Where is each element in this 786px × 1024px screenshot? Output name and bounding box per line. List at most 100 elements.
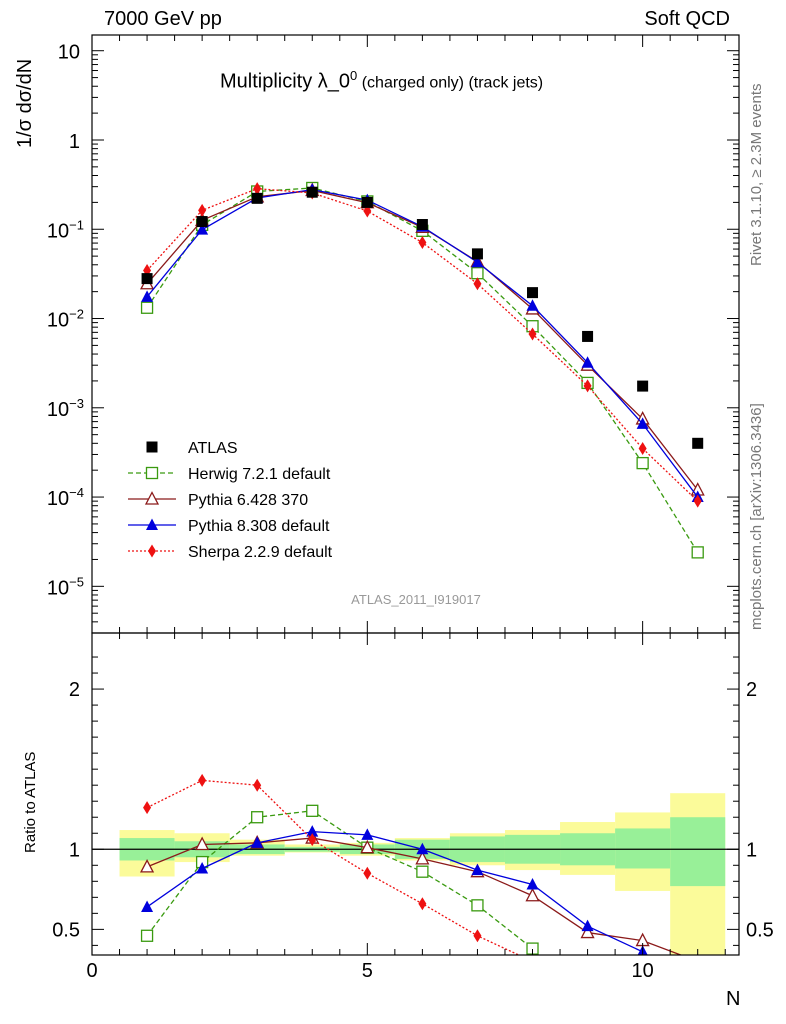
main-point-herwig-7-2-1-default — [471, 267, 484, 280]
legend-marker-pythia-8-308-default — [146, 518, 158, 530]
ratio-point-pythia-8-308-default — [196, 861, 209, 874]
ratio-point-pythia-8-308-default — [471, 863, 484, 876]
ratio-point-sherpa-2-2-9-default — [473, 929, 482, 943]
ratio-point-sherpa-2-2-9-default — [253, 778, 262, 792]
main-point-herwig-7-2-1-default — [140, 301, 154, 314]
main-point-pythia-8-308-default — [526, 299, 539, 311]
main-y-tick-label: 1 — [69, 131, 80, 153]
inner-band-bin — [670, 817, 726, 887]
ratio-point-sherpa-2-2-9-default — [532, 954, 533, 955]
ratio-y-axis-label: Ratio to ATLAS — [22, 751, 39, 853]
main-point-pythia-8-308-default — [141, 290, 154, 302]
main-y-tick-label: 10−3 — [47, 396, 84, 421]
ratio-y-tick-label: 1 — [69, 839, 80, 861]
legend-label-pythia-6-428-370: Pythia 6.428 370 — [188, 492, 308, 509]
ratio-point-pythia-6-428-370 — [360, 839, 375, 854]
legend-label-herwig-7-2-1-default: Herwig 7.2.1 default — [188, 466, 331, 483]
x-axis-label: N — [726, 988, 741, 1010]
legend-marker-sherpa-2-2-9-default — [148, 544, 156, 558]
main-point-pythia-8-308-default — [471, 255, 484, 268]
main-point-sherpa-2-2-9-default — [693, 494, 702, 508]
main-point-atlas — [306, 186, 318, 198]
mcplots-reference-label: mcplots.cern.ch [arXiv:1306.3436] — [748, 403, 765, 630]
analysis-watermark: ATLAS_2011_I919017 — [351, 592, 481, 607]
main-point-sherpa-2-2-9-default — [253, 182, 262, 196]
main-point-atlas — [527, 287, 539, 299]
ratio-point-sherpa-2-2-9-default — [308, 833, 317, 847]
main-point-pythia-8-308-default — [581, 356, 594, 368]
x-tick-label: 10 — [632, 960, 654, 982]
ratio-point-pythia-6-428-370 — [415, 850, 430, 865]
ratio-point-pythia-8-308-default — [306, 825, 319, 837]
ratio-point-sherpa-2-2-9-default — [198, 773, 207, 787]
main-point-sherpa-2-2-9-default — [473, 277, 482, 291]
main-point-atlas — [637, 380, 649, 392]
ratio-y-tick-label-right: 1 — [746, 839, 757, 861]
main-y-tick-label: 10−2 — [47, 307, 84, 332]
ratio-point-herwig-7-2-1-default — [251, 811, 264, 824]
ratio-point-pythia-8-308-default — [141, 900, 154, 912]
main-point-atlas — [141, 273, 153, 285]
main-point-atlas — [361, 196, 373, 208]
main-point-herwig-7-2-1-default — [691, 546, 704, 559]
ratio-line-pythia-8-308-default — [146, 830, 643, 953]
ratio-point-pythia-6-428-370 — [195, 836, 210, 851]
main-y-axis-label: 1/σ dσ/dN — [14, 58, 36, 148]
main-point-pythia-8-308-default — [196, 223, 209, 235]
header-right-process: Soft QCD — [644, 8, 730, 30]
ratio-point-pythia-8-308-default — [416, 842, 429, 855]
ratio-point-pythia-8-308-default — [361, 828, 374, 840]
ratio-series-layer — [139, 773, 699, 955]
rivet-version-label: Rivet 3.1.10, ≥ 2.3M events — [748, 83, 765, 267]
inner-band-bin — [615, 828, 671, 869]
axis-ticks — [91, 35, 739, 955]
main-point-atlas — [416, 219, 428, 231]
main-point-herwig-7-2-1-default — [636, 456, 649, 470]
legend-marker-atlas — [146, 441, 158, 453]
main-point-atlas — [196, 216, 208, 228]
main-point-atlas — [582, 330, 594, 342]
main-point-sherpa-2-2-9-default — [418, 236, 427, 250]
main-y-tick-label: 10−4 — [47, 485, 84, 510]
legend-marker-pythia-6-428-370 — [144, 491, 160, 505]
title-superscript: 0 — [350, 68, 358, 83]
main-series-layer — [139, 181, 705, 559]
ratio-point-pythia-6-428-370 — [580, 924, 595, 939]
legend-label-atlas: ATLAS — [188, 440, 238, 457]
legend: ATLAS Herwig 7.2.1 default Pythia 6.428 37… — [128, 440, 333, 561]
ratio-plot-frame — [91, 632, 740, 956]
title-suffix-text: (charged only) (track jets) — [357, 74, 544, 92]
ratio-y-tick-label: 0.5 — [52, 919, 80, 941]
title-main-text: Multiplicity λ_0 — [220, 70, 351, 93]
ratio-point-sherpa-2-2-9-default — [418, 897, 427, 911]
main-plot-title: Multiplicity λ_00 (charged only) (track … — [220, 68, 543, 94]
main-point-sherpa-2-2-9-default — [198, 203, 207, 217]
ratio-point-sherpa-2-2-9-default — [363, 866, 372, 880]
main-y-tick-label: 10 — [58, 42, 80, 64]
plot-frames — [91, 34, 740, 956]
x-tick-label: 0 — [86, 960, 97, 982]
ratio-point-herwig-7-2-1-default — [140, 929, 154, 942]
legend-label-pythia-8-308-default: Pythia 8.308 default — [188, 518, 330, 535]
ratio-point-pythia-8-308-default — [581, 919, 594, 932]
ratio-point-pythia-8-308-default — [526, 878, 539, 890]
ratio-point-pythia-6-428-370 — [139, 858, 155, 873]
main-point-sherpa-2-2-9-default — [528, 327, 537, 341]
legend-label-sherpa-2-2-9-default: Sherpa 2.2.9 default — [188, 544, 333, 561]
ratio-point-pythia-6-428-370 — [696, 953, 699, 955]
ratio-y-tick-label-right: 2 — [746, 679, 757, 701]
ratio-point-herwig-7-2-1-default — [416, 865, 429, 878]
ratio-point-pythia-8-308-default — [251, 836, 264, 848]
ratio-y-tick-label: 2 — [69, 679, 80, 701]
ratio-y-tick-label-right: 0.5 — [746, 919, 774, 941]
main-point-sherpa-2-2-9-default — [583, 379, 592, 393]
header-left-collision: 7000 GeV pp — [104, 8, 222, 30]
legend-marker-herwig-7-2-1-default — [145, 466, 159, 480]
main-point-atlas — [251, 192, 263, 204]
ratio-point-pythia-6-428-370 — [525, 887, 540, 902]
main-y-tick-label: 10−1 — [47, 217, 84, 242]
main-point-atlas — [471, 248, 483, 260]
ratio-point-herwig-7-2-1-default — [471, 899, 484, 912]
ratio-point-sherpa-2-2-9-default — [143, 801, 152, 815]
